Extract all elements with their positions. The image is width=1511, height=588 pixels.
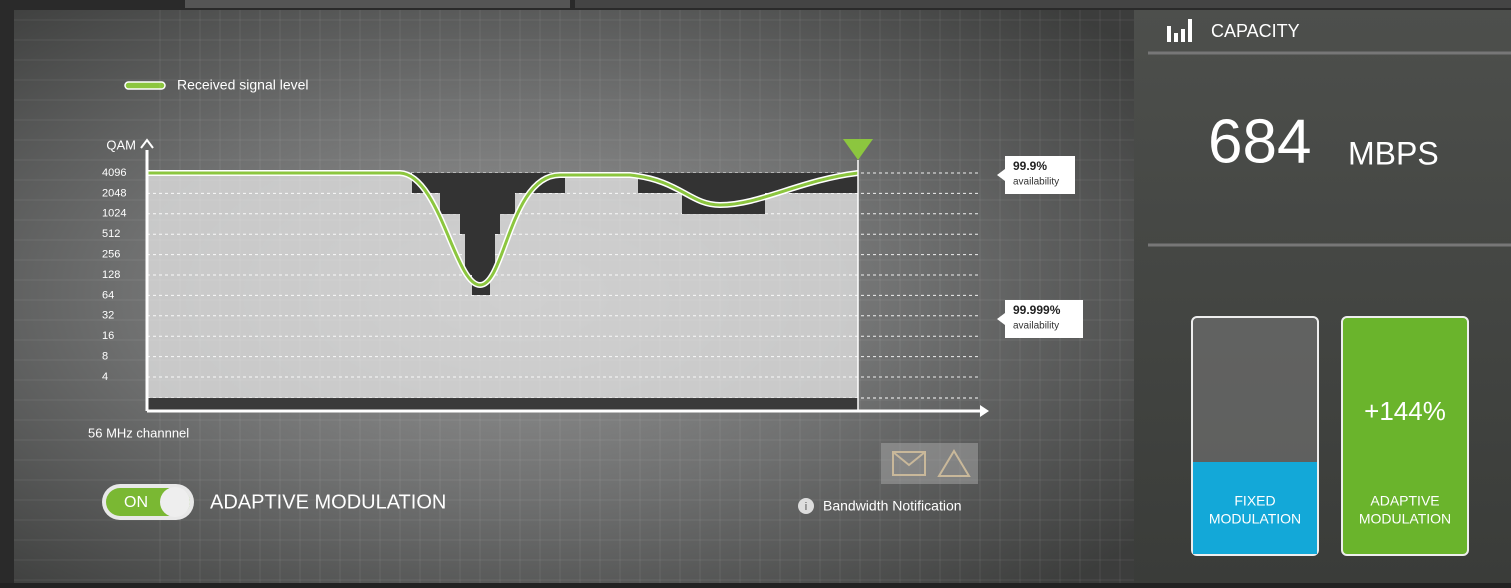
annotation-text: availability <box>1013 177 1059 188</box>
y-tick-label: 4 <box>102 371 108 383</box>
capacity-icon <box>1167 26 1171 42</box>
capacity-label: CAPACITY <box>1211 21 1300 41</box>
info-icon: i <box>805 501 807 513</box>
annotation-value: 99.999% <box>1013 303 1061 317</box>
y-tick-label: 1024 <box>102 208 126 220</box>
adaptive-label: MODULATION <box>1359 511 1451 527</box>
page: Received signal level QAM 56 MHz channne… <box>0 0 1511 583</box>
capacity-value: 684 <box>1208 107 1311 176</box>
annotation-value: 99.9% <box>1013 159 1047 173</box>
y-tick-label: 2048 <box>102 187 126 199</box>
y-tick-label: 128 <box>102 269 120 281</box>
toggle-text: ON <box>124 494 148 511</box>
top-strip <box>575 0 1511 8</box>
x-axis-label: 56 MHz channnel <box>88 425 189 440</box>
toggle-label: ADAPTIVE MODULATION <box>210 491 446 513</box>
y-tick-label: 16 <box>102 330 114 342</box>
legend-swatch <box>125 82 165 89</box>
y-tick-label: 32 <box>102 310 114 322</box>
notification-icons[interactable] <box>881 443 978 484</box>
fixed-label: MODULATION <box>1209 511 1301 527</box>
y-axis-label: QAM <box>106 137 136 152</box>
top-strip <box>185 0 570 8</box>
adaptive-label: ADAPTIVE <box>1370 493 1439 509</box>
screen: Received signal level QAM 56 MHz channne… <box>0 0 1511 583</box>
y-tick-label: 4096 <box>102 167 126 179</box>
legend-text: Received signal level <box>177 77 309 93</box>
adaptive-value: +144% <box>1364 396 1446 426</box>
y-tick-label: 64 <box>102 289 114 301</box>
floor-bar <box>147 398 858 410</box>
y-tick-label: 8 <box>102 351 108 363</box>
notification-text[interactable]: Bandwidth Notification <box>823 498 962 514</box>
annotation-text: availability <box>1013 321 1059 332</box>
toggle-knob <box>160 487 190 517</box>
fixed-label: FIXED <box>1234 493 1275 509</box>
capacity-icon <box>1188 19 1192 42</box>
capacity-icon <box>1174 33 1178 42</box>
y-tick-label: 256 <box>102 249 120 261</box>
capacity-icon <box>1181 29 1185 42</box>
y-tick-label: 512 <box>102 228 120 240</box>
capacity-unit: MBPS <box>1348 135 1439 171</box>
